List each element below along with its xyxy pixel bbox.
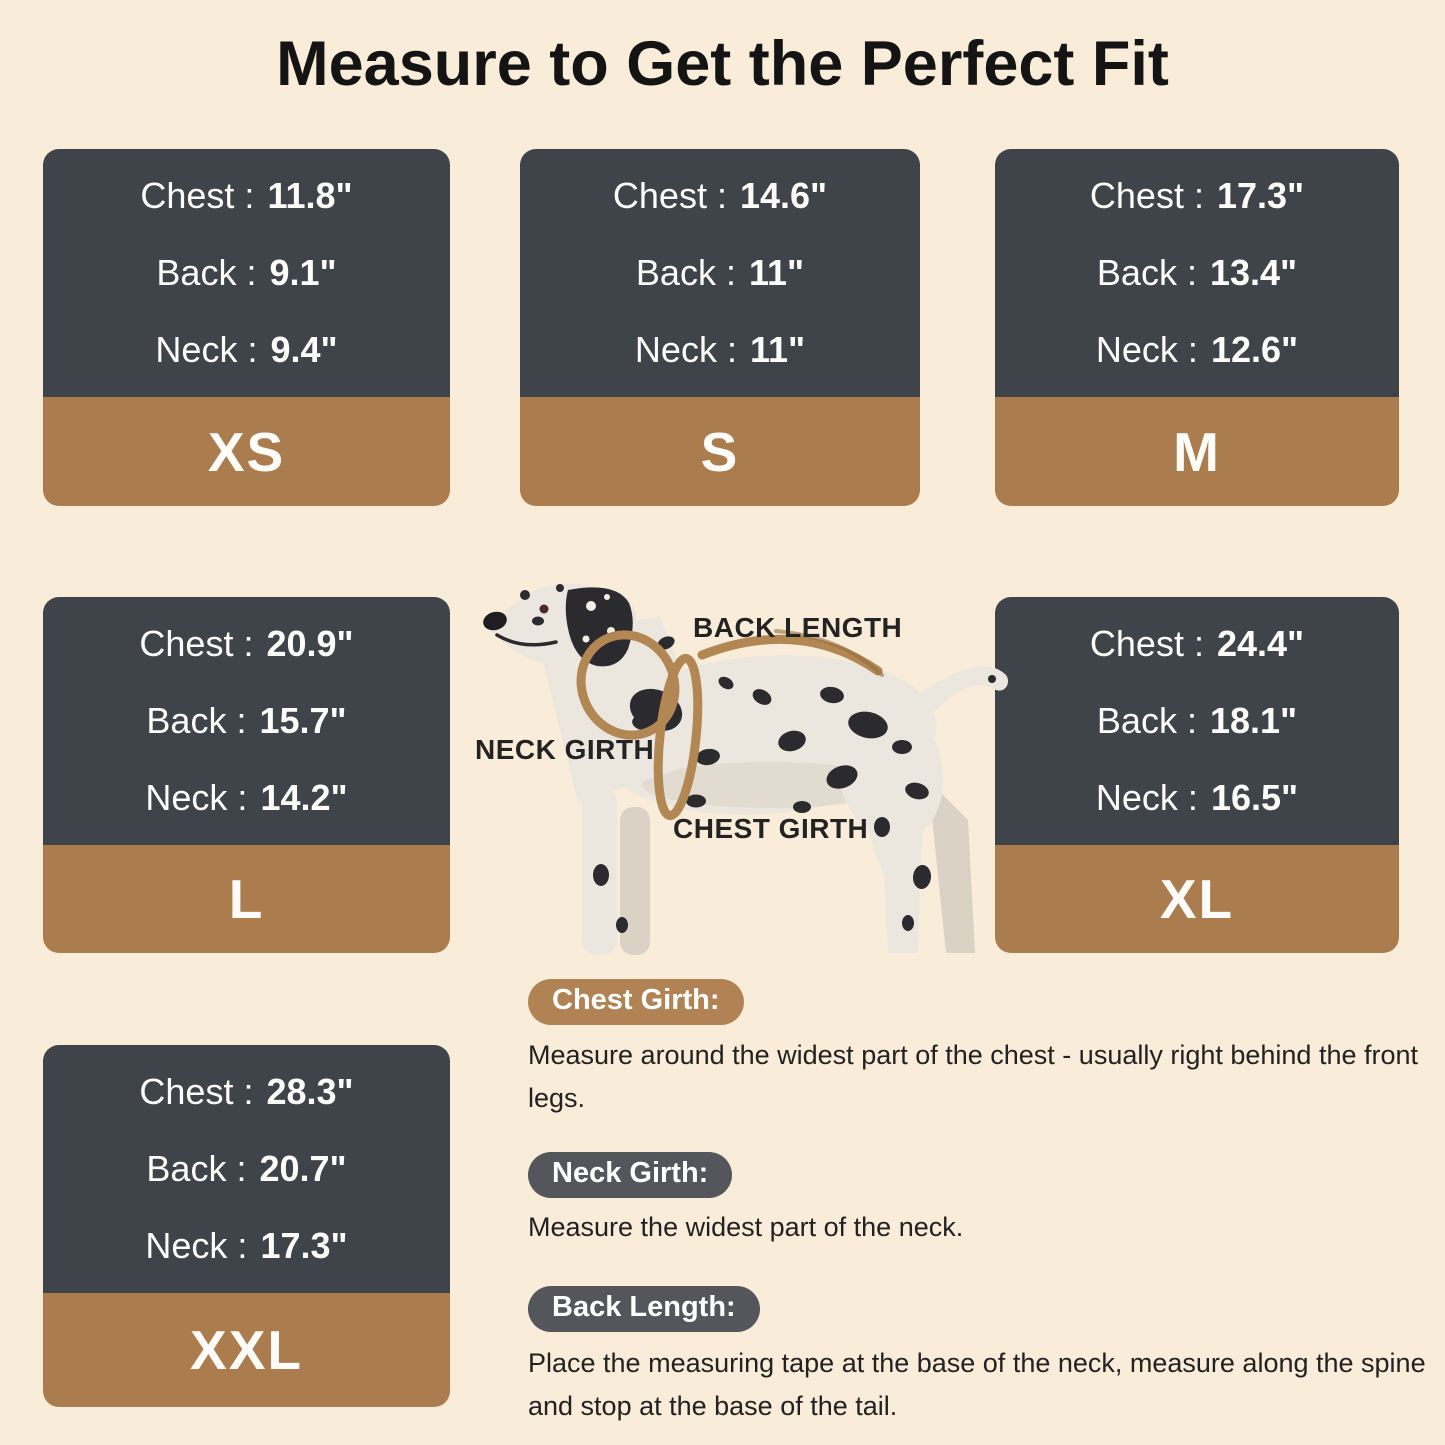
measurement-value: 9.1" bbox=[269, 252, 337, 293]
measurement-value: 11" bbox=[748, 252, 805, 293]
neck-girth-tape bbox=[576, 630, 680, 740]
measurement-label: Neck : bbox=[1095, 777, 1198, 818]
measurement-value: 20.7" bbox=[259, 1148, 347, 1189]
size-badge: L bbox=[43, 845, 450, 953]
chest-girth-label: CHEST GIRTH bbox=[673, 813, 869, 844]
measurement-value: 24.4" bbox=[1216, 623, 1305, 664]
measurement-row: Back : 9.1" bbox=[43, 255, 450, 291]
dog-ear bbox=[565, 587, 633, 667]
back-length-tape-shadow bbox=[774, 629, 884, 677]
measurement-value: 14.2" bbox=[260, 777, 348, 818]
measurement-label: Chest : bbox=[1089, 175, 1204, 216]
dog-far-rear-leg bbox=[928, 780, 975, 953]
measurements-panel: Chest : 17.3" Back : 13.4" Neck : 12.6" bbox=[995, 149, 1399, 397]
measurements-panel: Chest : 24.4" Back : 18.1" Neck : 16.5" bbox=[995, 597, 1399, 845]
back-length-text: Place the measuring tape at the base of … bbox=[528, 1348, 1426, 1421]
measurement-label: Neck : bbox=[1095, 329, 1198, 370]
chest-girth-badge: Chest Girth: bbox=[528, 979, 744, 1025]
measurement-row: Neck : 12.6" bbox=[995, 332, 1399, 368]
size-badge: S bbox=[520, 397, 920, 506]
measurement-value: 13.4" bbox=[1209, 252, 1298, 293]
measurement-row: Chest : 17.3" bbox=[995, 178, 1399, 214]
measurement-row: Chest : 11.8" bbox=[43, 178, 450, 214]
size-card-xl: Chest : 24.4" Back : 18.1" Neck : 16.5" XL bbox=[995, 597, 1399, 953]
ear-dot bbox=[604, 594, 610, 600]
measurement-value: 18.1" bbox=[1209, 700, 1298, 741]
measurement-label: Neck : bbox=[155, 329, 258, 370]
size-badge: XL bbox=[995, 845, 1399, 953]
measurement-row: Neck : 11" bbox=[520, 332, 920, 368]
measurement-value: 12.6" bbox=[1210, 329, 1299, 370]
measurement-value: 15.7" bbox=[259, 700, 347, 741]
measurement-value: 14.6" bbox=[739, 175, 828, 216]
measurement-row: Neck : 9.4" bbox=[43, 332, 450, 368]
measurement-row: Neck : 16.5" bbox=[995, 780, 1399, 816]
measurement-value: 17.3" bbox=[1216, 175, 1305, 216]
measurement-row: Back : 15.7" bbox=[43, 703, 450, 739]
measurement-row: Back : 13.4" bbox=[995, 255, 1399, 291]
measurement-row: Neck : 17.3" bbox=[43, 1228, 450, 1264]
neck-girth-text: Measure the widest part of the neck. bbox=[528, 1212, 964, 1242]
measurements-panel: Chest : 11.8" Back : 9.1" Neck : 9.4" bbox=[43, 149, 450, 397]
size-card-xxl: Chest : 28.3" Back : 20.7" Neck : 17.3" XXL bbox=[43, 1045, 450, 1407]
measurement-value: 20.9" bbox=[266, 623, 354, 664]
measurement-label: Chest : bbox=[139, 1071, 254, 1112]
measurement-row: Chest : 24.4" bbox=[995, 626, 1399, 662]
back-length-label: BACK LENGTH bbox=[693, 612, 903, 643]
size-badge: XS bbox=[43, 397, 450, 506]
dog-rear-leg bbox=[868, 813, 922, 953]
measurement-value: 28.3" bbox=[266, 1071, 354, 1112]
measurement-label: Back : bbox=[146, 1148, 247, 1189]
measurement-row: Back : 11" bbox=[520, 255, 920, 291]
measurement-label: Neck : bbox=[634, 329, 737, 370]
neck-girth-badge: Neck Girth: bbox=[528, 1152, 733, 1198]
size-card-m: Chest : 17.3" Back : 13.4" Neck : 12.6" M bbox=[995, 149, 1399, 506]
measurements-panel: Chest : 20.9" Back : 15.7" Neck : 14.2" bbox=[43, 597, 450, 845]
measurement-value: 11.8" bbox=[267, 175, 353, 216]
dog-eye bbox=[539, 604, 549, 614]
ear-dot bbox=[586, 601, 596, 611]
size-badge: XXL bbox=[43, 1293, 450, 1407]
measurement-label: Neck : bbox=[145, 777, 248, 818]
chest-girth-text: Measure around the widest part of the ch… bbox=[528, 1040, 1419, 1113]
measurement-label: Chest : bbox=[140, 175, 255, 216]
size-card-xs: Chest : 11.8" Back : 9.1" Neck : 9.4" XS bbox=[43, 149, 450, 506]
dog-spots bbox=[520, 584, 996, 933]
dog-far-front-leg bbox=[620, 807, 650, 955]
measurement-row: Back : 18.1" bbox=[995, 703, 1399, 739]
page-title: Measure to Get the Perfect Fit bbox=[276, 29, 1169, 99]
dog-illustration bbox=[483, 583, 1009, 955]
neck-girth-label: NECK GIRTH bbox=[475, 734, 655, 765]
measurement-row: Chest : 28.3" bbox=[43, 1074, 450, 1110]
measurement-label: Chest : bbox=[139, 623, 254, 664]
chest-girth-tape bbox=[653, 653, 703, 821]
measurement-value: 9.4" bbox=[270, 329, 338, 370]
size-card-l: Chest : 20.9" Back : 15.7" Neck : 14.2" L bbox=[43, 597, 450, 953]
dog-tail bbox=[913, 666, 1009, 721]
measurement-label: Chest : bbox=[1089, 623, 1204, 664]
measurement-value: 17.3" bbox=[260, 1225, 348, 1266]
measurement-value: 16.5" bbox=[1210, 777, 1299, 818]
measurement-label: Back : bbox=[1096, 700, 1197, 741]
measurement-row: Neck : 14.2" bbox=[43, 780, 450, 816]
measurement-label: Back : bbox=[635, 252, 736, 293]
measurement-row: Back : 20.7" bbox=[43, 1151, 450, 1187]
measurement-label: Back : bbox=[1096, 252, 1197, 293]
size-card-s: Chest : 14.6" Back : 11" Neck : 11" S bbox=[520, 149, 920, 506]
measurements-panel: Chest : 28.3" Back : 20.7" Neck : 17.3" bbox=[43, 1045, 450, 1293]
measurements-panel: Chest : 14.6" Back : 11" Neck : 11" bbox=[520, 149, 920, 397]
measurement-label: Back : bbox=[156, 252, 257, 293]
measurement-label: Neck : bbox=[145, 1225, 248, 1266]
measurement-row: Chest : 14.6" bbox=[520, 178, 920, 214]
measurement-row: Chest : 20.9" bbox=[43, 626, 450, 662]
ear-dot bbox=[582, 635, 590, 643]
measurement-label: Chest : bbox=[612, 175, 727, 216]
dog-mouth bbox=[495, 633, 558, 647]
measurement-label: Back : bbox=[146, 700, 247, 741]
dog-nose bbox=[483, 611, 507, 631]
measurement-value: 11" bbox=[749, 329, 806, 370]
size-badge: M bbox=[995, 397, 1399, 506]
back-length-badge: Back Length: bbox=[528, 1286, 760, 1332]
